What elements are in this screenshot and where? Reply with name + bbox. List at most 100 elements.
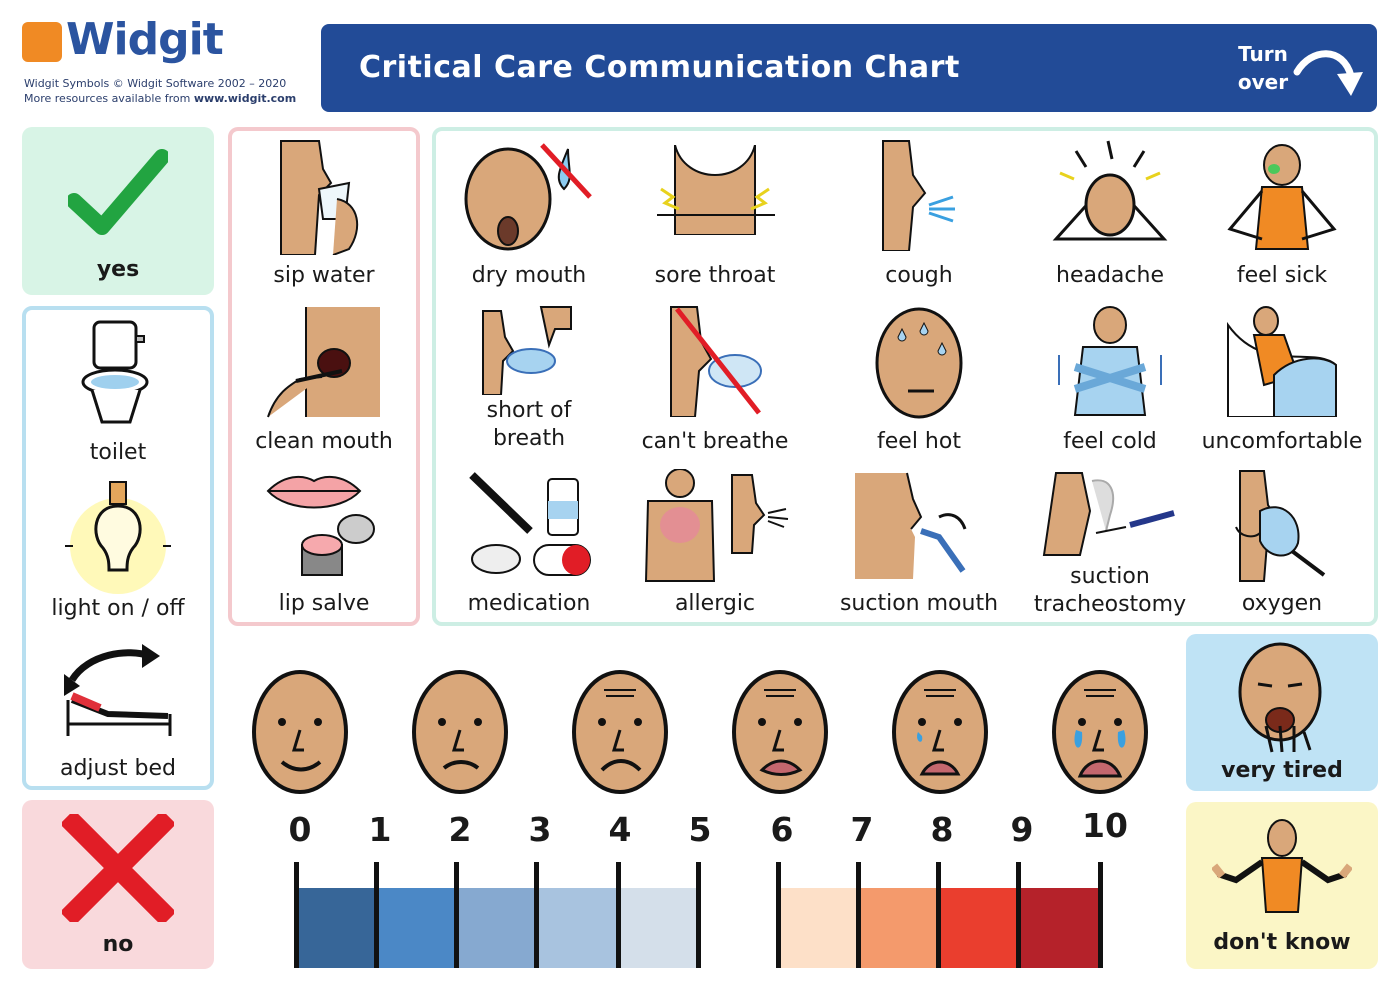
widgit-logo: Widgit Widgit Symbols © Widgit Software … [22, 14, 302, 113]
cough-label: cough [885, 263, 953, 288]
sip-water-card[interactable]: sip water [232, 135, 416, 295]
pain-tick [936, 862, 941, 968]
dry-mouth-label: dry mouth [471, 263, 587, 288]
adjust-bed-card[interactable]: adjust bed [26, 636, 210, 786]
oxygen-label: oxygen [1241, 591, 1323, 616]
dont-know-label: don't know [1213, 930, 1351, 955]
brand-name: Widgit [66, 14, 224, 65]
feel-cold-card[interactable]: feel cold [1030, 301, 1190, 461]
pain-tick [294, 862, 299, 968]
suction-mouth-label: suction mouth [839, 591, 999, 616]
light-card[interactable]: light on / off [26, 476, 210, 626]
checkmark-icon [68, 149, 168, 235]
sip-water-icon [280, 140, 358, 255]
headache-icon [1052, 140, 1168, 241]
pain-number-5[interactable]: 5 [688, 810, 712, 849]
pain-number-6[interactable]: 6 [770, 810, 794, 849]
face-mild-pain-icon[interactable] [410, 666, 510, 796]
uncomfortable-label: uncomfortable [1201, 429, 1363, 454]
face-no-pain-icon[interactable] [250, 666, 350, 796]
suction-mouth-card[interactable]: suction mouth [808, 467, 1030, 627]
cant-breathe-label: can't breathe [641, 429, 789, 454]
pain-faces-row [232, 666, 1172, 800]
over-word: over [1237, 70, 1289, 94]
feel-sick-icon [1227, 144, 1337, 250]
pain-number-3[interactable]: 3 [528, 810, 552, 849]
pain-tick [776, 862, 781, 968]
face-worst-pain-icon[interactable] [1050, 666, 1150, 796]
cant-breathe-card[interactable]: can't breathe [622, 301, 808, 461]
feel-hot-card[interactable]: feel hot [808, 301, 1030, 461]
medication-card[interactable]: medication [436, 467, 622, 627]
toilet-card[interactable]: toilet [26, 316, 210, 466]
dont-know-card[interactable]: don't know [1186, 802, 1378, 969]
pain-number-1[interactable]: 1 [368, 810, 392, 849]
oxygen-card[interactable]: oxygen [1190, 467, 1374, 627]
sip-water-label: sip water [273, 263, 375, 288]
cough-card[interactable]: cough [808, 135, 1030, 295]
face-moderate-pain-icon[interactable] [570, 666, 670, 796]
pain-number-9[interactable]: 9 [1010, 810, 1034, 849]
turn-over-label[interactable]: Turn over [1235, 40, 1291, 96]
pain-bar-cool-0 [296, 888, 376, 968]
uncomfortable-card[interactable]: uncomfortable [1190, 301, 1374, 461]
feel-cold-icon [1058, 306, 1162, 416]
suction-tracheostomy-icon [1042, 472, 1175, 556]
oxygen-icon [1235, 470, 1326, 582]
pain-tick [616, 862, 621, 968]
pain-bar-warm-3 [1018, 888, 1100, 968]
face-severe-pain-icon[interactable] [730, 666, 830, 796]
medication-label: medication [467, 591, 591, 616]
pain-bar-cool-4 [618, 888, 698, 968]
sore-throat-card[interactable]: sore throat [622, 135, 808, 295]
pain-number-0[interactable]: 0 [288, 810, 312, 849]
toilet-icon [81, 320, 149, 424]
pain-tick [856, 862, 861, 968]
light-bulb-icon [65, 481, 171, 594]
very-tired-label: very tired [1221, 758, 1343, 783]
feel-sick-card[interactable]: feel sick [1190, 135, 1374, 295]
feel-hot-icon [875, 307, 963, 419]
yes-card[interactable]: yes [22, 127, 214, 295]
turn-over-arrow-icon [1293, 50, 1363, 96]
pain-number-10[interactable]: 10 [1082, 806, 1128, 845]
pain-bar-cool-1 [376, 888, 456, 968]
cant-breathe-icon [670, 306, 762, 417]
pain-number-7[interactable]: 7 [850, 810, 874, 849]
feel-cold-label: feel cold [1063, 429, 1157, 454]
website-link[interactable]: www.widgit.com [193, 92, 297, 105]
short-of-breath-icon [482, 306, 572, 395]
short-of-breath-line2: breath [492, 426, 566, 451]
lip-salve-card[interactable]: lip salve [232, 467, 416, 627]
face-very-severe-pain-icon[interactable] [890, 666, 990, 796]
pain-tick [696, 862, 701, 968]
uncomfortable-icon [1227, 306, 1337, 417]
no-card[interactable]: no [22, 800, 214, 969]
pain-bar-cool-2 [456, 888, 536, 968]
cough-icon [882, 140, 955, 251]
copyright: Widgit Symbols © Widgit Software 2002 – … [24, 76, 296, 106]
medication-icon [469, 472, 591, 576]
copyright-text: Widgit Symbols © Widgit Software 2002 – … [24, 77, 287, 90]
pain-number-8[interactable]: 8 [930, 810, 954, 849]
sore-throat-icon [657, 145, 775, 235]
pain-tick [1098, 862, 1103, 968]
pain-bar-warm-2 [938, 888, 1018, 968]
headache-card[interactable]: headache [1030, 135, 1190, 295]
pain-number-2[interactable]: 2 [448, 810, 472, 849]
adjust-bed-icon [64, 644, 172, 736]
clean-mouth-card[interactable]: clean mouth [232, 301, 416, 461]
very-tired-card[interactable]: very tired [1186, 634, 1378, 791]
dry-mouth-card[interactable]: dry mouth [436, 135, 622, 295]
suction-mouth-icon [855, 472, 967, 579]
adjust-bed-label: adjust bed [59, 756, 177, 781]
pain-number-4[interactable]: 4 [608, 810, 632, 849]
allergic-card[interactable]: allergic [622, 467, 808, 627]
suction-tracheostomy-card[interactable]: suction tracheostomy [1030, 467, 1190, 627]
pain-tick [454, 862, 459, 968]
lip-salve-label: lip salve [278, 591, 370, 616]
feel-sick-label: feel sick [1236, 263, 1328, 288]
pain-tick [374, 862, 379, 968]
short-of-breath-card[interactable]: short of breath [436, 301, 622, 461]
pain-bar-cool-3 [536, 888, 618, 968]
